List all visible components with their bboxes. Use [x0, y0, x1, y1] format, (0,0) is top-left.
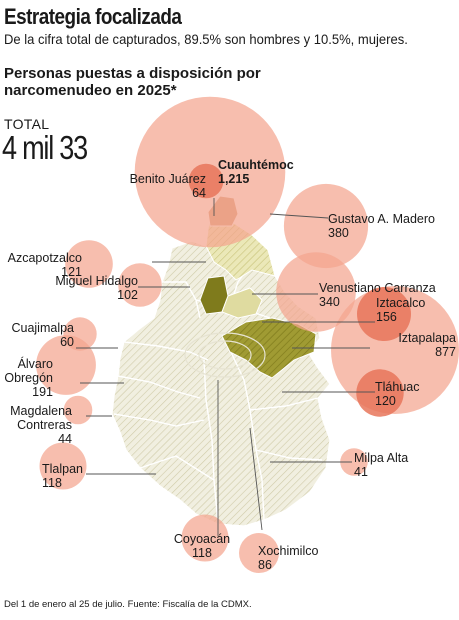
- label-azcapotzalco-value: 121: [61, 265, 82, 279]
- iztapalapa-shape: [221, 317, 317, 379]
- label-alvaro-name2: Obregón: [4, 371, 53, 385]
- label-iztapalapa: Iztapalapa 877: [398, 331, 456, 359]
- label-azcapotzalco-name: Azcapotzalco: [7, 251, 82, 265]
- bubble-xochimilco: [239, 533, 279, 573]
- bubble-tlahuac: [356, 369, 404, 417]
- label-alvaro-value: 191: [32, 385, 53, 399]
- label-benito-juarez: Benito Juárez 64: [130, 172, 206, 200]
- leader-line: [249, 427, 263, 531]
- label-miguel-hidalgo: Miguel Hidalgo 102: [55, 274, 138, 302]
- page-title: Estrategia focalizada: [4, 4, 182, 29]
- label-tlahuac-value: 120: [375, 394, 396, 408]
- label-iztacalco-name: Iztacalco: [376, 296, 426, 310]
- label-milpa-alta: Milpa Alta 41: [354, 451, 408, 479]
- label-gam: Gustavo A. Madero 380: [328, 212, 435, 240]
- label-venustiano-carranza: Venustiano Carranza 340: [319, 281, 436, 309]
- label-gam-name: Gustavo A. Madero: [328, 212, 436, 226]
- label-cuauhtemoc: Cuauhtémoc 1,215: [218, 158, 294, 186]
- label-iztapalapa-value: 877: [435, 345, 456, 359]
- label-magdalena-name2: Contreras: [17, 418, 72, 432]
- leader-line: [269, 213, 329, 219]
- label-venustiano-name: Venustiano Carranza: [319, 281, 436, 295]
- label-magdalena-value: 44: [58, 432, 72, 446]
- label-iztacalco-value: 156: [376, 310, 397, 324]
- label-miguel-hidalgo-value: 102: [117, 288, 138, 302]
- chart-title: Personas puestas a disposición por narco…: [4, 65, 261, 99]
- venustiano-shape: [221, 287, 263, 319]
- label-gam-value: 380: [328, 226, 349, 240]
- label-cuauhtemoc-name: Cuauhtémoc: [218, 158, 294, 172]
- footnote: Del 1 de enero al 25 de julio. Fuente: F…: [4, 599, 252, 610]
- label-xochimilco-name: Xochimilco: [258, 544, 319, 558]
- bubble-iztacalco: [357, 287, 411, 341]
- label-tlahuac: Tláhuac 120: [375, 380, 419, 408]
- label-cuajimalpa-name: Cuajimalpa: [11, 321, 74, 335]
- label-milpa-value: 41: [354, 465, 368, 479]
- center-rings: [184, 332, 266, 378]
- label-benito-juarez-value: 64: [192, 186, 206, 200]
- bubble-gustavo-a-madero: [283, 183, 369, 269]
- label-cuauhtemoc-value: 1,215: [218, 172, 250, 186]
- label-venustiano-value: 340: [319, 295, 340, 309]
- bubble-milpa-alta: [340, 448, 368, 476]
- bubble-coyoacan: [181, 514, 229, 562]
- label-alvaro-obregon: Álvaro Obregón 191: [4, 357, 53, 399]
- label-cuajimalpa: Cuajimalpa 60: [11, 321, 74, 349]
- label-coyoacan-name: Coyoacán: [173, 532, 231, 546]
- label-milpa-name: Milpa Alta: [354, 451, 409, 465]
- label-tlalpan-value: 118: [42, 476, 62, 490]
- bubble-tlalpan: [39, 442, 87, 490]
- label-alvaro-name1: Álvaro: [17, 357, 53, 371]
- label-tlahuac-name: Tláhuac: [375, 380, 420, 394]
- label-coyoacan: Coyoacán 118: [152, 532, 252, 560]
- label-miguel-hidalgo-name: Miguel Hidalgo: [55, 274, 138, 288]
- label-azcapotzalco: Azcapotzalco 121: [8, 251, 82, 279]
- label-tlalpan-name: Tlalpan: [42, 462, 83, 476]
- bubble-cuajimalpa: [63, 317, 97, 351]
- bubble-layer: [36, 96, 459, 573]
- leader-lines: [76, 198, 375, 536]
- label-tlalpan: Tlalpan 118: [42, 462, 83, 490]
- subtitle: De la cifra total de capturados, 89.5% s…: [4, 31, 408, 47]
- label-iztacalco: Iztacalco 156: [376, 296, 425, 324]
- bubble-azcapotzalco: [65, 240, 113, 288]
- label-magdalena-contreras: Magdalena Contreras 44: [10, 404, 72, 446]
- bubble-magdalena-contreras: [63, 395, 93, 425]
- label-magdalena-name1: Magdalena: [10, 404, 72, 418]
- bubble-miguel-hidalgo: [118, 263, 162, 307]
- label-benito-juarez-name: Benito Juárez: [129, 172, 206, 186]
- bubble-benito-juarez: [188, 163, 224, 199]
- label-xochimilco-value: 86: [258, 558, 272, 572]
- city-outline: [111, 195, 331, 527]
- bubble-venustiano-carranza: [276, 252, 356, 332]
- label-coyoacan-value: 118: [192, 546, 212, 560]
- label-xochimilco: Xochimilco 86: [258, 544, 318, 572]
- label-cuajimalpa-value: 60: [60, 335, 74, 349]
- total-value: 4 mil 33: [2, 129, 88, 166]
- label-iztapalapa-name: Iztapalapa: [398, 331, 456, 345]
- total-label: TOTAL: [4, 116, 50, 132]
